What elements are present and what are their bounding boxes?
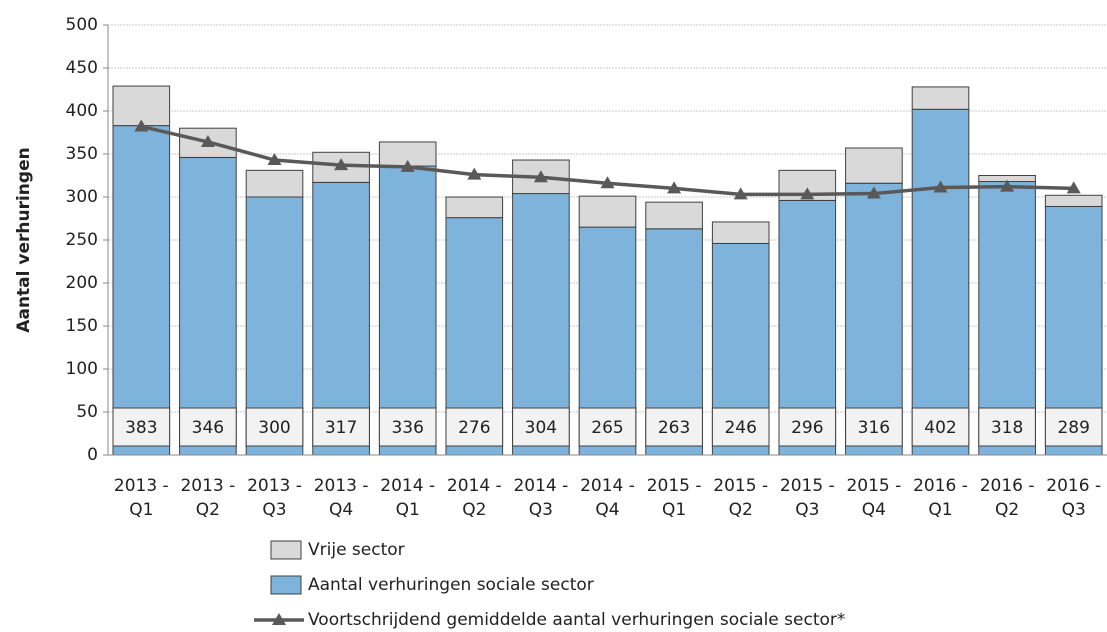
line-marker — [533, 170, 548, 183]
bar — [245, 169, 304, 198]
bar — [845, 147, 903, 184]
data-label: 265 — [591, 418, 623, 438]
data-label-box — [312, 407, 370, 447]
x-tick-label: 2014 - Q2 — [446, 476, 502, 520]
bar — [1044, 194, 1103, 207]
data-label-box — [711, 407, 770, 447]
data-label: 402 — [924, 418, 956, 438]
data-label: 316 — [858, 418, 890, 438]
legend-swatch — [270, 540, 302, 560]
data-label: 289 — [1057, 418, 1089, 438]
data-label: 263 — [658, 418, 690, 438]
data-label-box — [245, 407, 304, 447]
line-marker — [134, 119, 149, 132]
x-tick-label: 2013 - Q1 — [113, 476, 169, 520]
data-label-box — [1044, 407, 1103, 447]
data-label-box — [512, 407, 570, 447]
y-tick-label: 50 — [76, 402, 98, 422]
bar — [645, 201, 703, 230]
legend-label: Aantal verhuringen sociale sector — [308, 575, 594, 595]
line-marker — [667, 181, 682, 194]
bar — [911, 108, 970, 456]
data-label: 296 — [791, 418, 823, 438]
x-tick-label: 2015 - Q1 — [646, 476, 702, 520]
bar — [911, 86, 970, 110]
data-label-box — [378, 407, 437, 447]
data-label: 246 — [724, 418, 756, 438]
legend-swatch — [270, 575, 302, 595]
bar — [112, 85, 171, 127]
legend-label: Voortschrijdend gemiddelde aantal verhur… — [308, 610, 845, 630]
y-tick-label: 250 — [66, 230, 98, 250]
x-tick-label: 2013 - Q3 — [247, 476, 302, 520]
x-tick-label: 2013 - Q2 — [180, 476, 236, 520]
data-label-box — [112, 407, 171, 447]
y-tick-label: 350 — [66, 144, 98, 164]
line-marker — [800, 187, 815, 200]
x-tick-label: 2014 - Q4 — [580, 476, 635, 520]
x-tick-label: 2016 - Q2 — [979, 476, 1035, 520]
y-tick-label: 150 — [66, 316, 98, 336]
line-marker — [600, 176, 615, 189]
x-tick-label: 2016 - Q3 — [1046, 476, 1102, 520]
data-label: 346 — [192, 418, 224, 438]
data-label-box — [778, 407, 837, 447]
data-label: 276 — [458, 418, 490, 438]
x-tick-label: 2015 - Q4 — [846, 476, 902, 520]
data-label: 336 — [391, 418, 423, 438]
line-marker — [400, 159, 415, 172]
x-tick-label: 2013 - Q4 — [313, 476, 369, 520]
data-label-box — [645, 407, 703, 447]
x-tick-label: 2016 - Q1 — [913, 476, 968, 520]
x-tick-label: 2015 - Q2 — [713, 476, 769, 520]
data-label-box — [445, 407, 504, 447]
data-label-box — [578, 407, 637, 447]
bar — [179, 156, 237, 456]
line-marker — [1066, 181, 1081, 194]
line-marker — [733, 187, 748, 200]
line-marker — [467, 167, 482, 180]
data-label: 300 — [258, 418, 290, 438]
data-label: 383 — [125, 418, 157, 438]
bar — [711, 221, 770, 244]
x-tick-label: 2014 - Q1 — [380, 476, 436, 520]
y-tick-label: 100 — [66, 359, 98, 379]
bar — [112, 125, 171, 456]
data-label: 317 — [325, 418, 357, 438]
y-tick-label: 200 — [66, 273, 98, 293]
legend-marker — [272, 613, 286, 625]
data-label: 304 — [525, 418, 557, 438]
data-label-box — [978, 407, 1036, 447]
y-tick-label: 450 — [66, 58, 98, 78]
bar — [578, 195, 637, 228]
y-tick-label: 400 — [66, 101, 98, 121]
x-tick-label: 2015 - Q3 — [779, 476, 835, 520]
legend-label: Vrije sector — [308, 540, 405, 560]
data-label-box — [845, 407, 903, 447]
data-label-box — [911, 407, 970, 447]
y-tick-label: 0 — [87, 445, 98, 465]
line-marker — [1000, 179, 1015, 192]
y-tick-label: 300 — [66, 187, 98, 207]
data-label-box — [179, 407, 237, 447]
line-marker — [267, 153, 282, 166]
line-marker — [933, 180, 948, 193]
y-axis-label: Aantal verhuringen — [14, 147, 34, 332]
bar — [445, 196, 504, 219]
line-marker — [200, 134, 215, 147]
line-marker — [866, 186, 881, 199]
y-tick-label: 500 — [66, 15, 98, 35]
x-tick-label: 2014 - Q3 — [513, 476, 569, 520]
line-marker — [334, 158, 349, 171]
data-label: 318 — [991, 418, 1023, 438]
bar — [378, 165, 437, 456]
